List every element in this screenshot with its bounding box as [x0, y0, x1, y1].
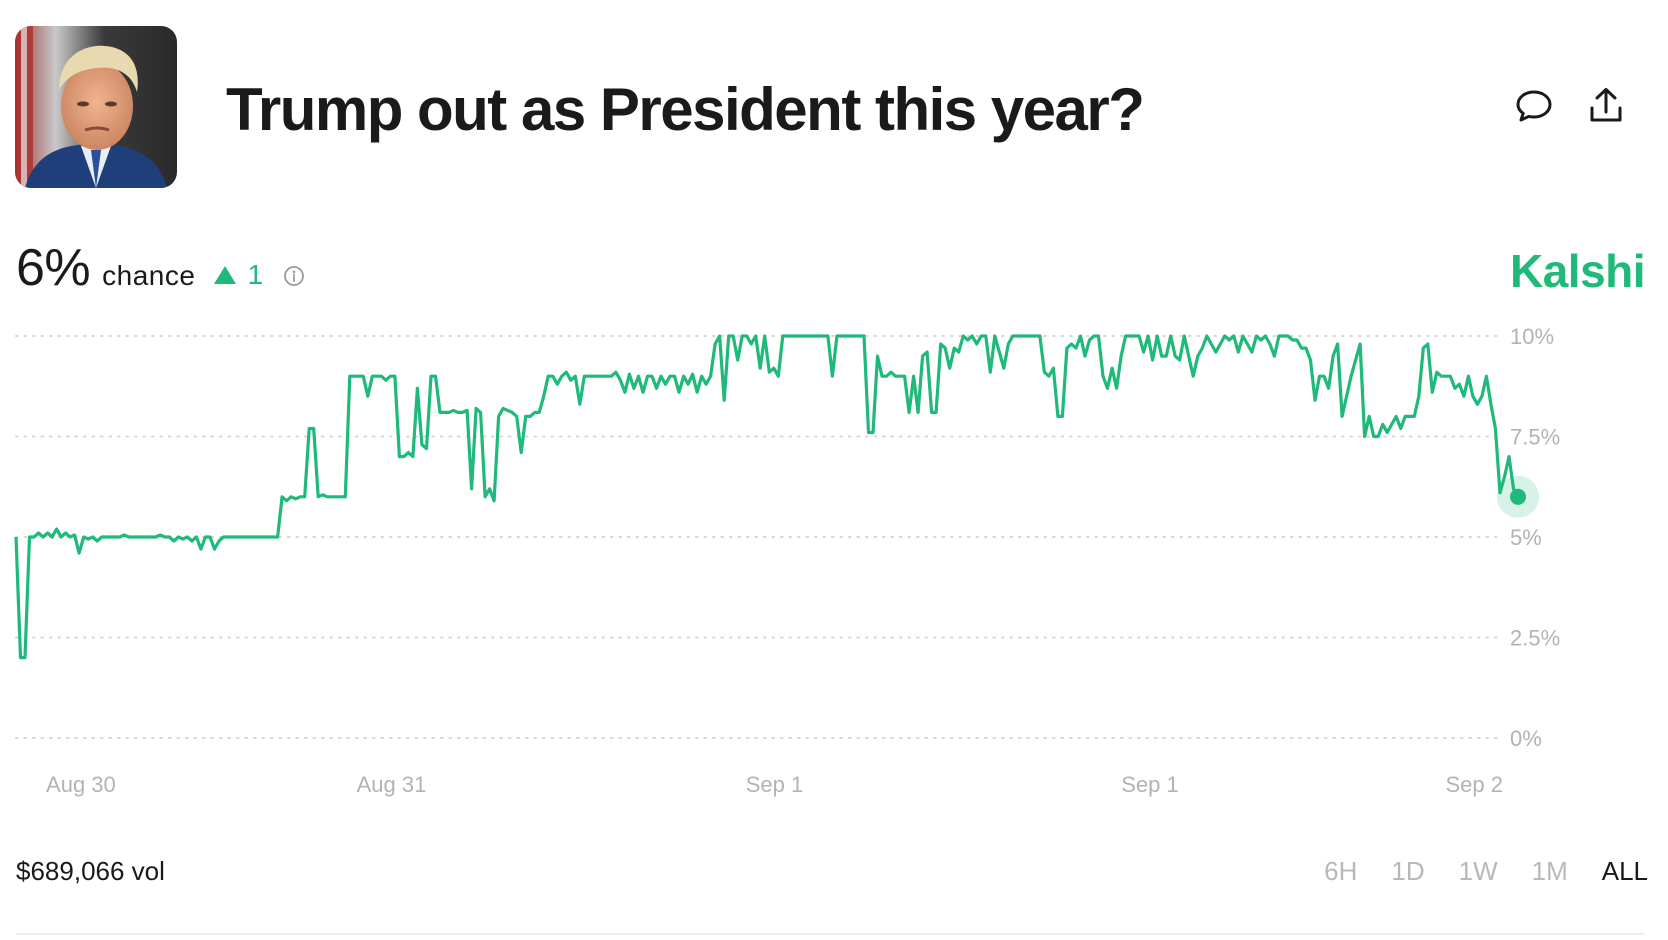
y-tick-label: 10%: [1510, 324, 1554, 349]
y-tick-label: 0%: [1510, 726, 1542, 751]
x-tick-label: Sep 1: [746, 772, 804, 797]
probability-chart: 0% 2.5% 5% 7.5% 10% Aug 30 Aug 31 Sep 1 Sep 1 Se…: [14, 324, 1560, 797]
range-button-1m[interactable]: 1M: [1531, 856, 1568, 886]
speech-bubble-icon: [1516, 90, 1552, 122]
info-circle-icon: [284, 266, 304, 286]
y-axis-ticks: 0% 2.5% 5% 7.5% 10%: [1510, 324, 1560, 751]
market-title: Trump out as President this year?: [226, 76, 1145, 143]
x-tick-label: Aug 31: [357, 772, 427, 797]
x-tick-label: Sep 1: [1121, 772, 1179, 797]
range-button-1w[interactable]: 1W: [1458, 856, 1498, 886]
upload-share-icon: [1590, 88, 1622, 122]
chance-summary: 6% chance 1: [16, 238, 305, 298]
range-button-all[interactable]: ALL: [1601, 856, 1648, 886]
x-tick-label: Sep 2: [1445, 772, 1503, 797]
x-axis-ticks: Aug 30 Aug 31 Sep 1 Sep 1 Sep 2: [46, 772, 1503, 797]
volume-label: $689,066 vol: [16, 856, 165, 886]
chance-delta: 1: [213, 259, 263, 291]
range-selector: 6H 1D 1W 1M ALL: [1290, 856, 1648, 887]
delta-value: 1: [247, 259, 264, 290]
current-point: [1510, 488, 1526, 505]
range-button-6h[interactable]: 6H: [1324, 856, 1358, 886]
info-button[interactable]: [283, 265, 305, 292]
range-button-1d[interactable]: 1D: [1391, 856, 1425, 886]
chance-value: 6%: [16, 239, 91, 297]
triangle-up-icon: [214, 266, 237, 284]
share-button[interactable]: [1584, 84, 1628, 128]
x-tick-label: Aug 30: [46, 772, 116, 797]
section-divider: [16, 933, 1644, 935]
chance-label: chance: [102, 260, 196, 291]
chart-series: [14, 334, 1539, 660]
y-tick-label: 2.5%: [1510, 626, 1560, 651]
series-line: [14, 334, 1520, 660]
comment-button[interactable]: [1512, 84, 1556, 128]
y-tick-label: 7.5%: [1510, 425, 1560, 450]
portrait-photo: [15, 26, 177, 188]
market-avatar: [15, 26, 177, 188]
brand-logo: Kalshi: [1510, 245, 1646, 297]
y-tick-label: 5%: [1510, 525, 1542, 550]
